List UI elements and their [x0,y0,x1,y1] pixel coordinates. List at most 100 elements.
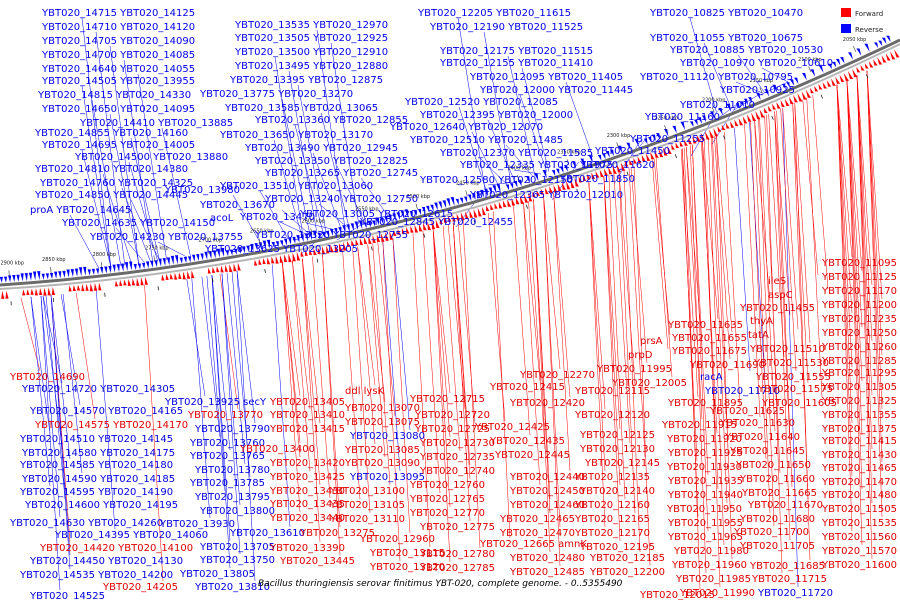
reverse-feature-arrow [701,115,707,123]
forward-gene-label: YBT020_11700 [733,527,809,538]
reverse-feature-arrow [183,257,187,263]
forward-gene-label: YBT020_13800 [199,506,275,517]
forward-connector [30,296,51,487]
forward-gene-label: YBT020_14420 YBT020_14100 [39,543,193,554]
forward-connector [856,75,873,396]
forward-feature-arrow [368,236,372,244]
forward-feature-arrow [94,282,98,291]
forward-feature-arrow [443,217,448,223]
reverse-connector [128,161,158,262]
forward-connector [686,146,703,420]
reverse-feature-arrow [191,254,196,262]
forward-connector [836,84,853,368]
forward-feature-arrow [814,85,819,92]
forward-connector [236,270,256,582]
forward-gene-label: YBT020_11285 [821,356,897,367]
reverse-feature-arrow [856,48,862,56]
reverse-gene-label: YBT020_13650 YBT020_13170 [219,130,373,141]
forward-feature-arrow [174,272,178,280]
reverse-gene-label: YBT020_10925 [719,85,795,96]
forward-gene-label: YBT020_13765 [189,451,265,462]
forward-feature-arrow [351,239,355,246]
forward-feature-arrow [393,229,397,236]
forward-feature-arrow [818,83,823,90]
forward-connector [754,119,771,514]
forward-gene-label: YBT020_12115 [574,386,650,397]
forward-connector [588,181,606,472]
forward-connector [836,84,853,477]
reverse-gene-label: YBT020_14715 YBT020_14125 [41,8,195,19]
forward-gene-label: YBT020_11715 [751,574,827,585]
forward-gene-label: YBT020_13085 [344,445,420,456]
forward-feature-arrow [136,277,140,286]
reverse-feature-arrow [392,213,396,222]
forward-gene-label: YBT020_13435 [269,499,345,510]
tick-mark-lower [674,154,678,159]
forward-feature-arrow [372,235,376,243]
reverse-feature-arrow [325,230,330,237]
forward-feature-arrow [435,219,440,228]
forward-connector [628,167,646,458]
forward-gene-label: prsA [640,336,663,347]
forward-gene-label: YBT020_11480 [821,490,897,501]
forward-gene-label: YBT020_12460 [509,500,585,511]
reverse-gene-label: YBT020_13490 YBT020_12945 [244,143,398,154]
reverse-gene-label: YBT020_13500 YBT020_12910 [234,47,388,58]
forward-connector [211,275,231,542]
forward-connector [543,196,561,528]
forward-connector [690,145,707,574]
reverse-connector [81,149,112,268]
tick-label: 2300 kbp [607,133,631,139]
reverse-feature-arrow [166,257,170,266]
forward-connector [292,260,311,472]
forward-connector [846,79,863,436]
forward-feature-arrow [385,232,389,241]
forward-connector [866,70,883,410]
reverse-connector [483,31,512,184]
forward-gene-label: YBT020_11920 [666,434,742,445]
forward-feature-arrow [498,201,503,209]
tick-label: 2400 kbp [508,165,532,171]
forward-gene-label: YBT020_13415 [269,424,345,435]
reverse-feature-arrow [254,243,258,252]
forward-feature-arrow [856,66,861,73]
tick-label: 2350 kbp [557,150,581,156]
reverse-connector [689,17,717,112]
forward-gene-label: YBT020_11980 [673,546,749,557]
forward-connector [603,176,621,542]
forward-connector [282,262,301,397]
reverse-connector [619,138,647,171]
forward-connector [618,171,636,514]
reverse-connector [320,112,350,227]
reverse-feature-arrow [304,233,308,242]
forward-feature-arrow [759,109,765,118]
tick-mark-lower [626,171,629,176]
forward-gene-label: YBT020_12720 [414,410,490,421]
reverse-gene-label: YBT020_12640 YBT020_12070 [389,122,543,133]
reverse-gene-label: YBT020_13775 YBT020_13270 [199,89,353,100]
reverse-feature-arrow [32,271,37,281]
forward-gene-label: YBT020_11670 [747,500,823,511]
forward-feature-arrow [85,283,89,291]
reverse-feature-arrow [225,250,229,257]
forward-feature-arrow [410,225,414,233]
forward-gene-label: YBT020_12015 [639,590,715,600]
forward-connector [774,111,791,316]
forward-gene-label: YBT020_11530 [753,358,829,369]
forward-gene-label: YBT020_13095 [349,472,425,483]
forward-connector [60,294,81,406]
reverse-feature-arrow [128,261,133,271]
reverse-feature-arrow [618,145,623,154]
reverse-gene-label: YBT020_11620 [579,160,655,171]
forward-gene-label: YBT020_11925 [667,448,743,459]
reverse-feature-arrow [492,185,497,194]
forward-gene-label: YBT020_14535 YBT020_14200 [19,570,173,581]
forward-feature-arrow [885,53,891,61]
legend-reverse-swatch [841,24,851,33]
forward-connector [45,295,66,500]
reverse-gene-label: YBT020_10970 YBT020_10610 [679,58,833,69]
forward-feature-arrow [343,241,347,251]
tick-label: 2450 kbp [456,181,480,187]
reverse-feature-arrow [455,198,459,205]
reverse-connector [735,81,763,94]
